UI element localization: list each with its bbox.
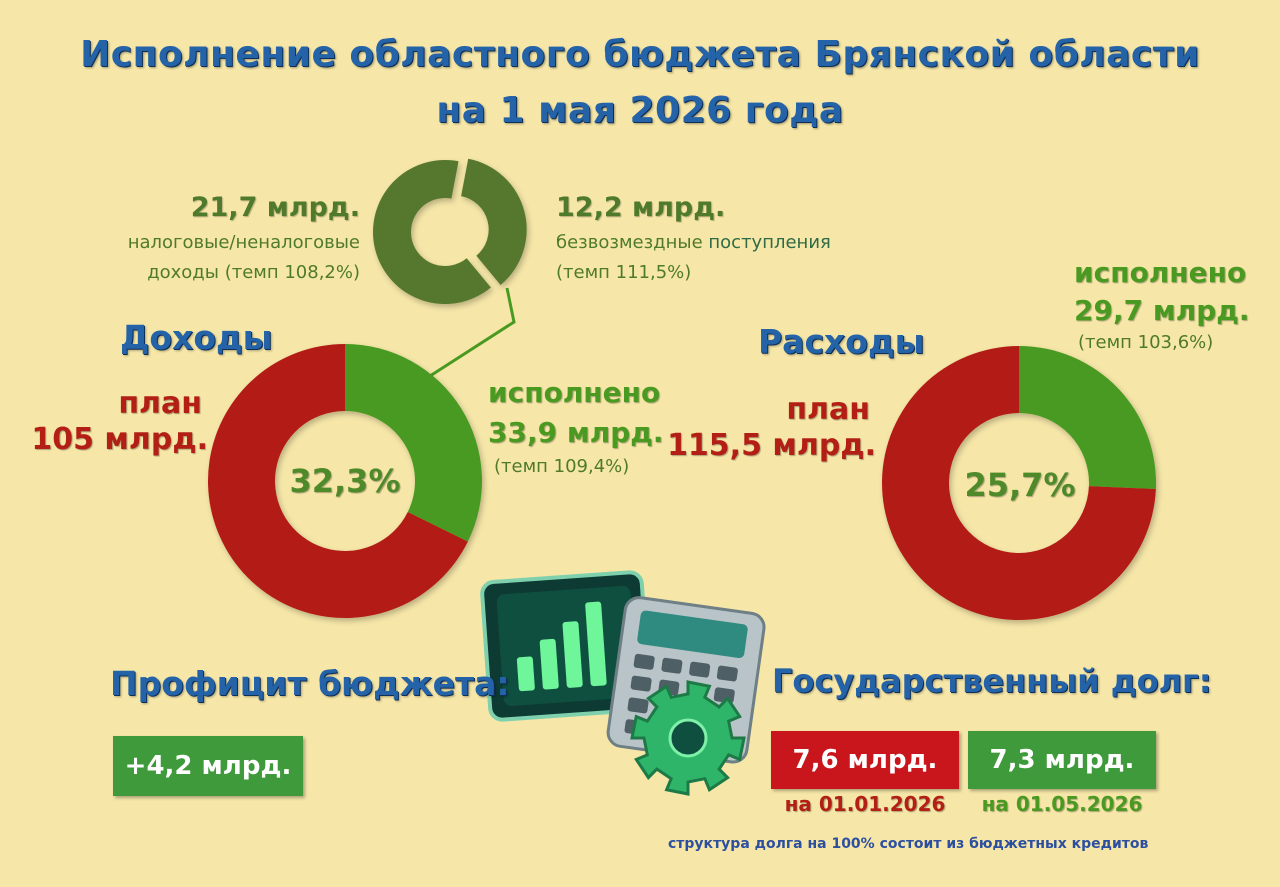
- finance-icon: [480, 570, 766, 796]
- title-line-1: Исполнение областного бюджета Брянской о…: [80, 34, 1200, 75]
- expenses-heading: Расходы: [758, 322, 925, 361]
- expenses-executed-rate: (темп 103,6%): [1078, 332, 1214, 353]
- expenses-percent: 25,7%: [964, 466, 1076, 504]
- structure-slice-tax: [373, 159, 491, 304]
- surplus-heading: Профицит бюджета:: [110, 664, 510, 703]
- grant-amount: 12,2 млрд.: [556, 192, 726, 223]
- tax-label-1: налоговые/неналоговые: [127, 232, 360, 253]
- tax-label-2: доходы (темп 108,2%): [147, 262, 360, 283]
- expenses-slice-executed: [1019, 346, 1157, 490]
- income-slice-plan: [208, 344, 468, 618]
- debt-value-1-box: 7,6 млрд.: [771, 731, 959, 789]
- debt-date-1: на 01.01.2026: [784, 792, 946, 816]
- income-percent: 32,3%: [289, 462, 401, 500]
- debt-date-2: на 01.05.2026: [981, 792, 1143, 816]
- grant-label-2: (темп 111,5%): [556, 262, 692, 283]
- debt-value-2-box: 7,3 млрд.: [968, 731, 1156, 789]
- income-executed-rate: (темп 109,4%): [494, 456, 630, 477]
- income-executed-amount: 33,9 млрд.: [488, 416, 664, 449]
- income-executed-label: исполнено: [488, 376, 661, 409]
- debt-heading: Государственный долг:: [772, 662, 1212, 700]
- expenses-plan-label: план: [786, 392, 870, 427]
- income-heading: Доходы: [120, 318, 273, 357]
- title-line-2: на 1 мая 2026 года: [436, 90, 844, 131]
- income-slice-executed: [345, 344, 482, 542]
- expenses-executed-label: исполнено: [1074, 256, 1247, 289]
- debt-footnote: структура долга на 100% состоит из бюдже…: [668, 836, 1149, 852]
- expenses-slice-plan: [882, 346, 1156, 621]
- expenses-executed-amount: 29,7 млрд.: [1074, 294, 1250, 327]
- income-plan-label: план: [118, 386, 202, 421]
- bar-chart-icon: [480, 570, 652, 722]
- connector-line: [429, 287, 516, 378]
- gear-icon: [630, 680, 746, 796]
- grant-label-part-b: поступления: [708, 232, 831, 253]
- income-plan-amount: 105 млрд.: [31, 422, 208, 457]
- grant-label-part-a: безвозмездные: [556, 232, 709, 253]
- expenses-plan-amount: 115,5 млрд.: [667, 428, 876, 463]
- structure-slice-grants: [461, 158, 527, 285]
- tax-amount: 21,7 млрд.: [190, 192, 360, 223]
- surplus-value-box: +4,2 млрд.: [113, 736, 303, 796]
- grant-label-1: безвозмездные поступления: [556, 232, 831, 253]
